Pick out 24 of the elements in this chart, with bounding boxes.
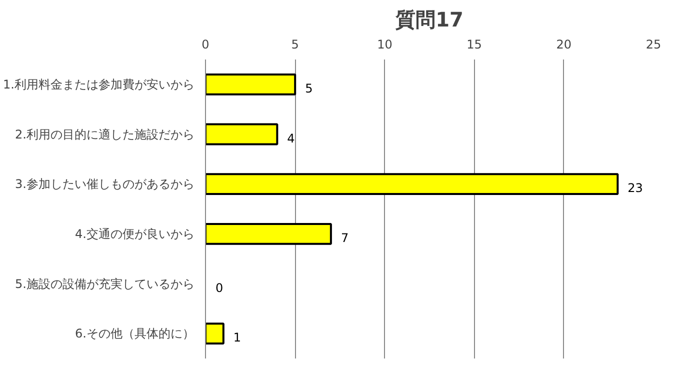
bar xyxy=(206,123,278,146)
x-tick-label: 20 xyxy=(556,38,572,52)
bar xyxy=(206,173,619,196)
chart-title: 質問17 xyxy=(394,8,464,32)
x-tick-label: 5 xyxy=(291,38,299,52)
data-label: 7 xyxy=(340,230,349,245)
y-tick-label: 5.施設の設備が充実しているから xyxy=(15,276,195,291)
bar xyxy=(206,222,332,245)
data-label: 4 xyxy=(287,131,295,146)
y-tick-label: 4.交通の便が良いから xyxy=(75,226,195,241)
y-tick-label: 1.利用料金または参加費が安いから xyxy=(3,77,195,92)
data-label: 0 xyxy=(216,280,224,295)
y-tick-label: 3.参加したい催しものがあるから xyxy=(15,177,195,192)
y-tick-label: 2.利用の目的に適した施設だから xyxy=(15,127,195,142)
data-label: 23 xyxy=(628,181,643,196)
x-tick-label: 0 xyxy=(202,38,210,52)
data-label: 1 xyxy=(233,330,242,345)
bar xyxy=(206,73,296,96)
y-tick-label: 6.その他（具体的に） xyxy=(75,326,195,341)
x-tick-label: 25 xyxy=(646,38,662,52)
bar xyxy=(206,322,224,345)
x-tick-label: 10 xyxy=(377,38,392,52)
data-label: 5 xyxy=(305,81,313,96)
x-tick-label: 15 xyxy=(466,38,482,52)
